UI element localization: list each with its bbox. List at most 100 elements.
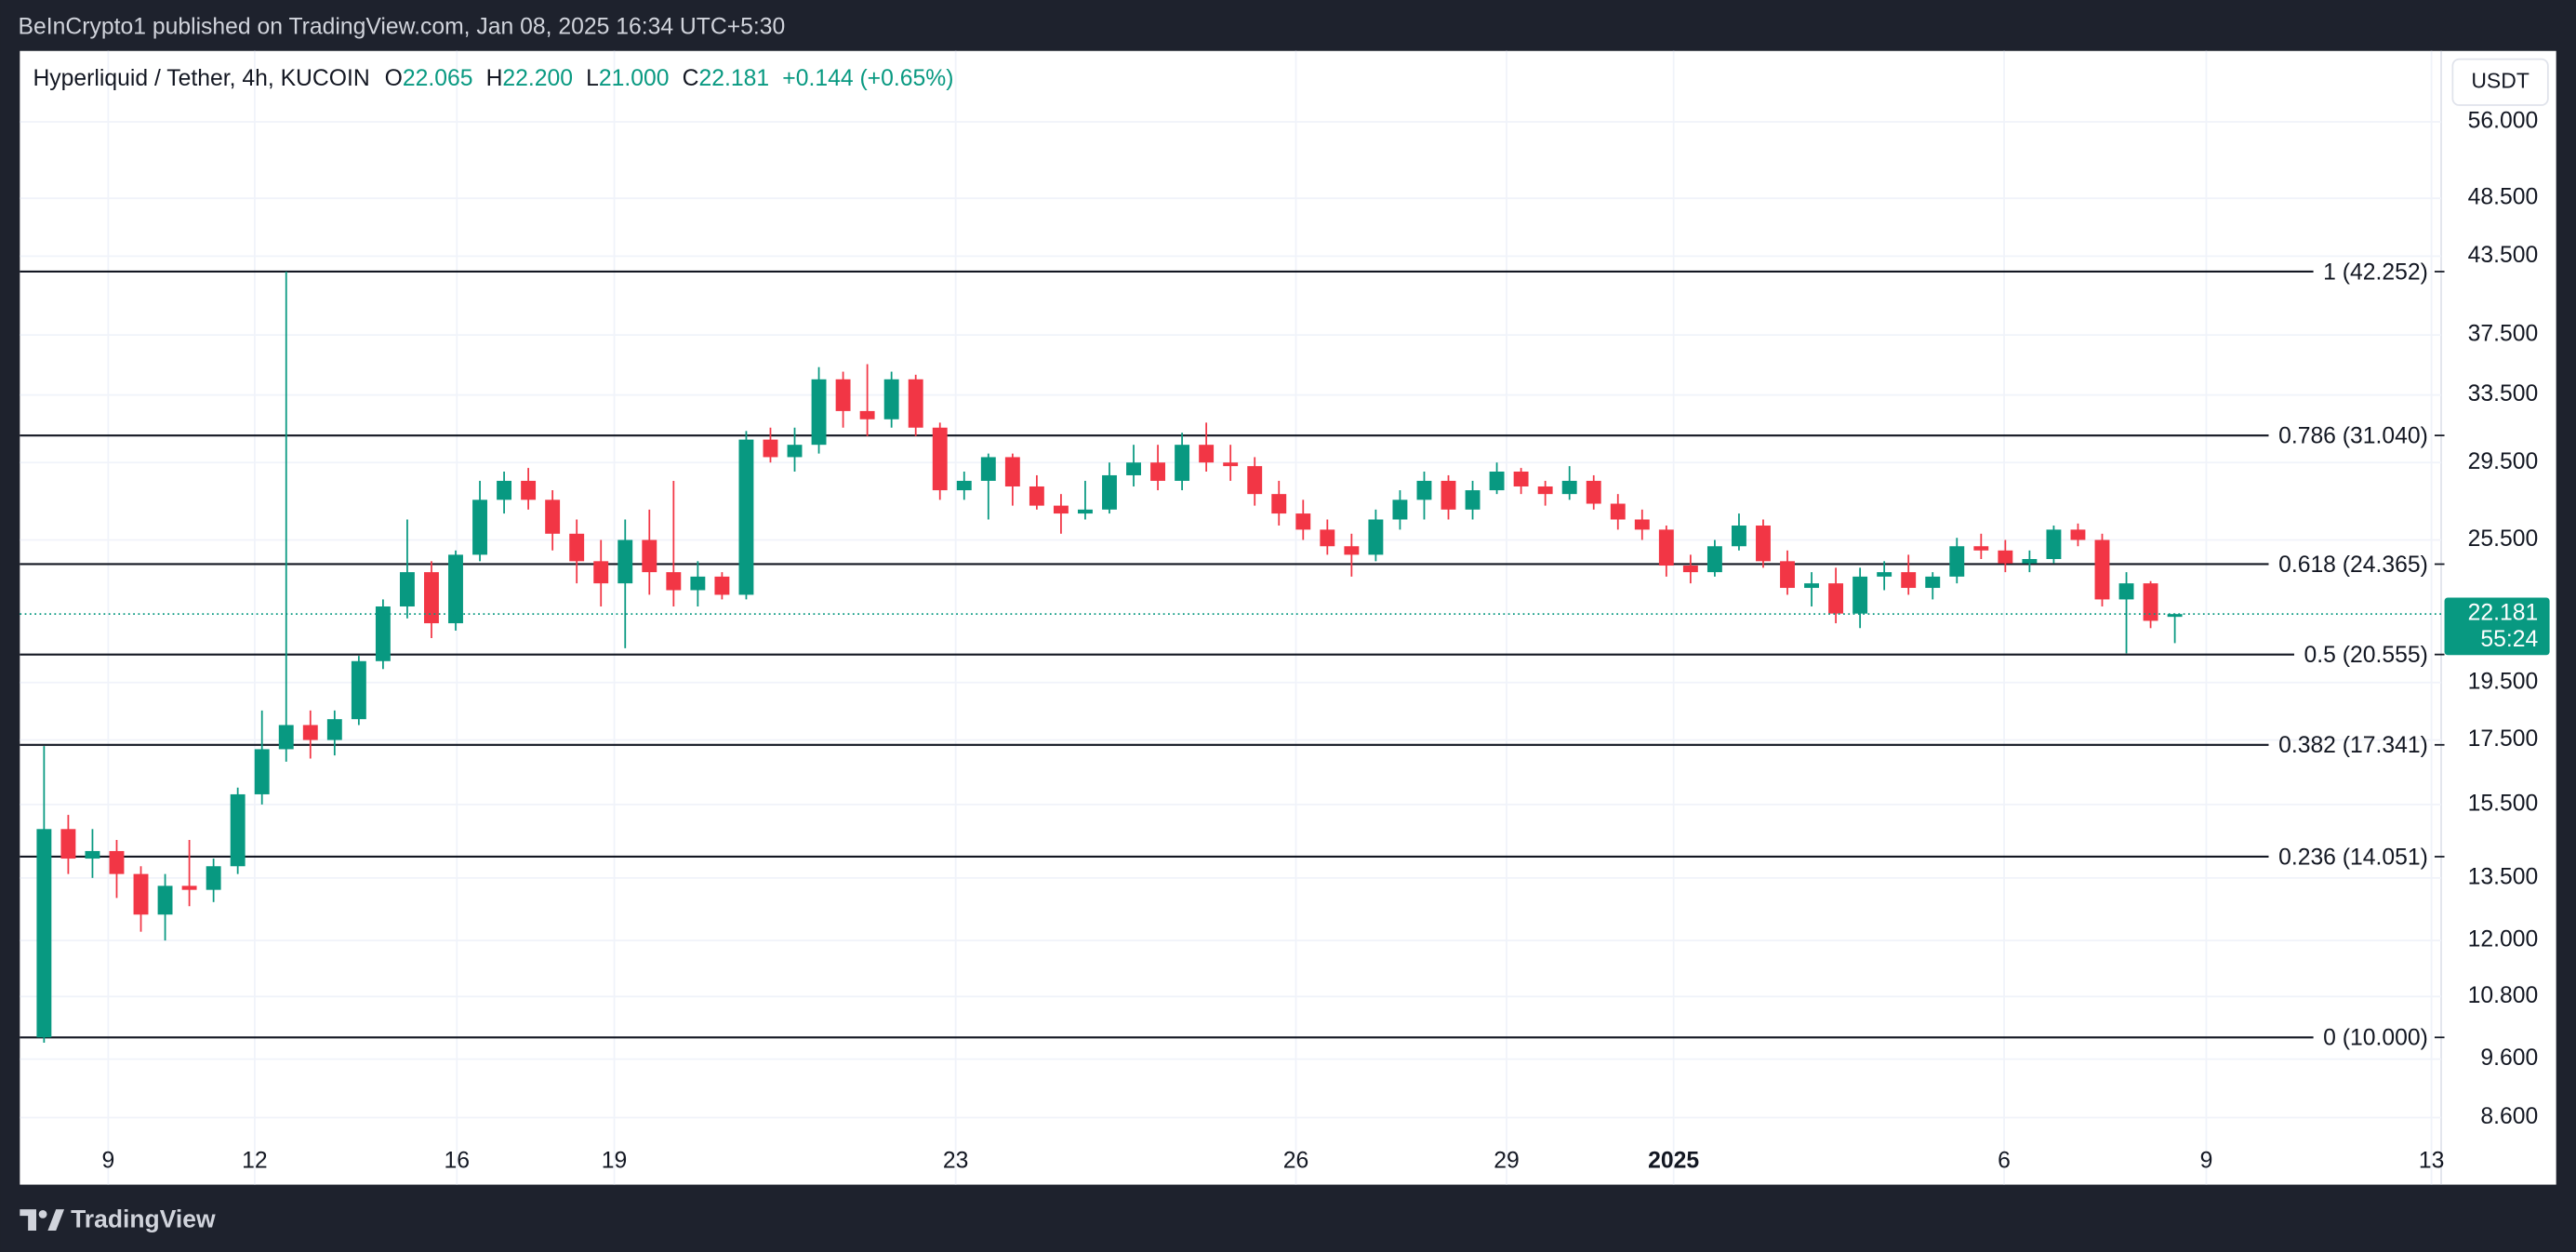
candle-body bbox=[85, 850, 100, 859]
y-tick-label: 33.500 bbox=[2468, 381, 2539, 406]
candle-body bbox=[738, 439, 754, 595]
last-price-tag bbox=[2444, 597, 2550, 656]
x-tick-label: 6 bbox=[1998, 1148, 2011, 1173]
ohlc-value: 22.200 bbox=[502, 65, 573, 90]
candle-body bbox=[1102, 474, 1117, 510]
change: +0.144 (+0.65%) bbox=[782, 65, 953, 90]
candle-body bbox=[1634, 519, 1650, 530]
candle-body bbox=[1877, 572, 1892, 577]
candle-body bbox=[1029, 486, 1044, 506]
candle-body bbox=[932, 427, 948, 491]
x-tick-label: 23 bbox=[943, 1148, 969, 1173]
candle-body bbox=[811, 379, 827, 446]
candle-body bbox=[859, 410, 875, 420]
fib-label: 0.5 (20.555) bbox=[2304, 643, 2428, 668]
candle-body bbox=[666, 572, 682, 591]
ohlc-value: 22.065 bbox=[403, 65, 473, 90]
currency: USDT bbox=[2471, 68, 2529, 92]
candle-body bbox=[714, 576, 730, 595]
candle-body bbox=[1537, 486, 1553, 495]
candle-body bbox=[1416, 480, 1432, 500]
last-price-label: 22.181 bbox=[2468, 601, 2539, 626]
x-tick-label: 26 bbox=[1283, 1148, 1309, 1173]
y-tick-label: 43.500 bbox=[2468, 243, 2539, 268]
grid bbox=[20, 50, 2442, 1185]
ohlc-key: C bbox=[683, 65, 699, 90]
x-tick-label: 9 bbox=[2200, 1148, 2213, 1173]
candle-body bbox=[1973, 546, 1989, 551]
x-tick-label: 2025 bbox=[1648, 1148, 1699, 1173]
fib-label: 0.786 (31.040) bbox=[2278, 423, 2428, 448]
candle-body bbox=[472, 499, 487, 555]
candle-body bbox=[1175, 445, 1190, 481]
candle-body bbox=[1223, 462, 1239, 467]
candle-body bbox=[569, 533, 585, 562]
candle-body bbox=[230, 793, 246, 867]
fib-label: 0.618 (24.365) bbox=[2278, 553, 2428, 578]
ohlc-key: H bbox=[486, 65, 503, 90]
candle-body bbox=[1392, 499, 1408, 520]
candle-body bbox=[1561, 480, 1577, 495]
x-tick-label: 29 bbox=[1494, 1148, 1520, 1173]
x-tick-label: 19 bbox=[602, 1148, 628, 1173]
candle-body bbox=[2094, 539, 2110, 600]
candle-body bbox=[980, 457, 996, 481]
y-tick-label: 56.000 bbox=[2468, 109, 2539, 134]
candle-body bbox=[326, 719, 342, 740]
candle-body bbox=[278, 725, 294, 750]
candle-body bbox=[1804, 583, 1820, 589]
candle-body bbox=[1949, 546, 1965, 577]
candle-body bbox=[133, 873, 149, 915]
ohlc-value: 21.000 bbox=[599, 65, 670, 90]
fib-label: 0 (10.000) bbox=[2323, 1026, 2428, 1051]
ohlc-key: O bbox=[385, 65, 403, 90]
candle-body bbox=[2046, 529, 2062, 560]
candle-body bbox=[2022, 559, 2038, 564]
footer-brand: TradingView bbox=[71, 1205, 216, 1232]
plot-area bbox=[20, 50, 2556, 1185]
axes: 56.000 48.500 43.500 37.500 33.500 29.500 25.5… bbox=[101, 109, 2550, 1173]
candle-body bbox=[883, 379, 899, 420]
candle-body bbox=[1658, 529, 1674, 566]
candle-body bbox=[1901, 572, 1917, 589]
candle-body bbox=[1368, 519, 1384, 555]
candle-body bbox=[2143, 583, 2158, 621]
candle-body bbox=[1780, 561, 1795, 589]
ohlc-key: L bbox=[586, 65, 599, 90]
candle-body bbox=[1078, 509, 1093, 514]
candle-body bbox=[1320, 529, 1335, 547]
ohlc-value: 22.181 bbox=[699, 65, 770, 90]
y-tick-label: 17.500 bbox=[2468, 726, 2539, 752]
candle-body bbox=[956, 480, 972, 491]
candle-body bbox=[787, 445, 803, 458]
candle-body bbox=[1586, 480, 1601, 504]
candle-body bbox=[908, 379, 923, 428]
candle-body bbox=[1998, 550, 2013, 564]
y-tick-label: 29.500 bbox=[2468, 449, 2539, 474]
x-tick-label: 16 bbox=[445, 1148, 471, 1173]
candle-body bbox=[1513, 472, 1529, 486]
candle-body bbox=[302, 725, 318, 740]
candle-body bbox=[1610, 503, 1626, 520]
fib-levels: 1 (42.252) 0.786 (31.040) 0.618 (24.365) 0.… bbox=[20, 260, 2445, 1051]
candle-body bbox=[1199, 445, 1215, 463]
candle-body bbox=[642, 539, 657, 573]
candle-body bbox=[2070, 529, 2086, 540]
fib-label: 0.236 (14.051) bbox=[2278, 845, 2428, 870]
candle-body bbox=[1126, 462, 1141, 475]
candle-body bbox=[1271, 494, 1287, 514]
symbol: Hyperliquid / Tether, 4h, KUCOIN bbox=[33, 65, 369, 90]
candle-body bbox=[1004, 457, 1020, 486]
candle-body bbox=[1344, 546, 1360, 555]
candle-body bbox=[1489, 472, 1505, 491]
candle-body bbox=[835, 379, 851, 411]
y-tick-label: 12.000 bbox=[2468, 927, 2539, 952]
candles bbox=[20, 271, 2442, 1044]
candle-body bbox=[375, 606, 391, 661]
candle-body bbox=[545, 499, 561, 534]
x-tick-label: 9 bbox=[101, 1148, 114, 1173]
candle-body bbox=[2167, 614, 2183, 618]
y-tick-label: 13.500 bbox=[2468, 864, 2539, 889]
candle-body bbox=[181, 886, 197, 890]
